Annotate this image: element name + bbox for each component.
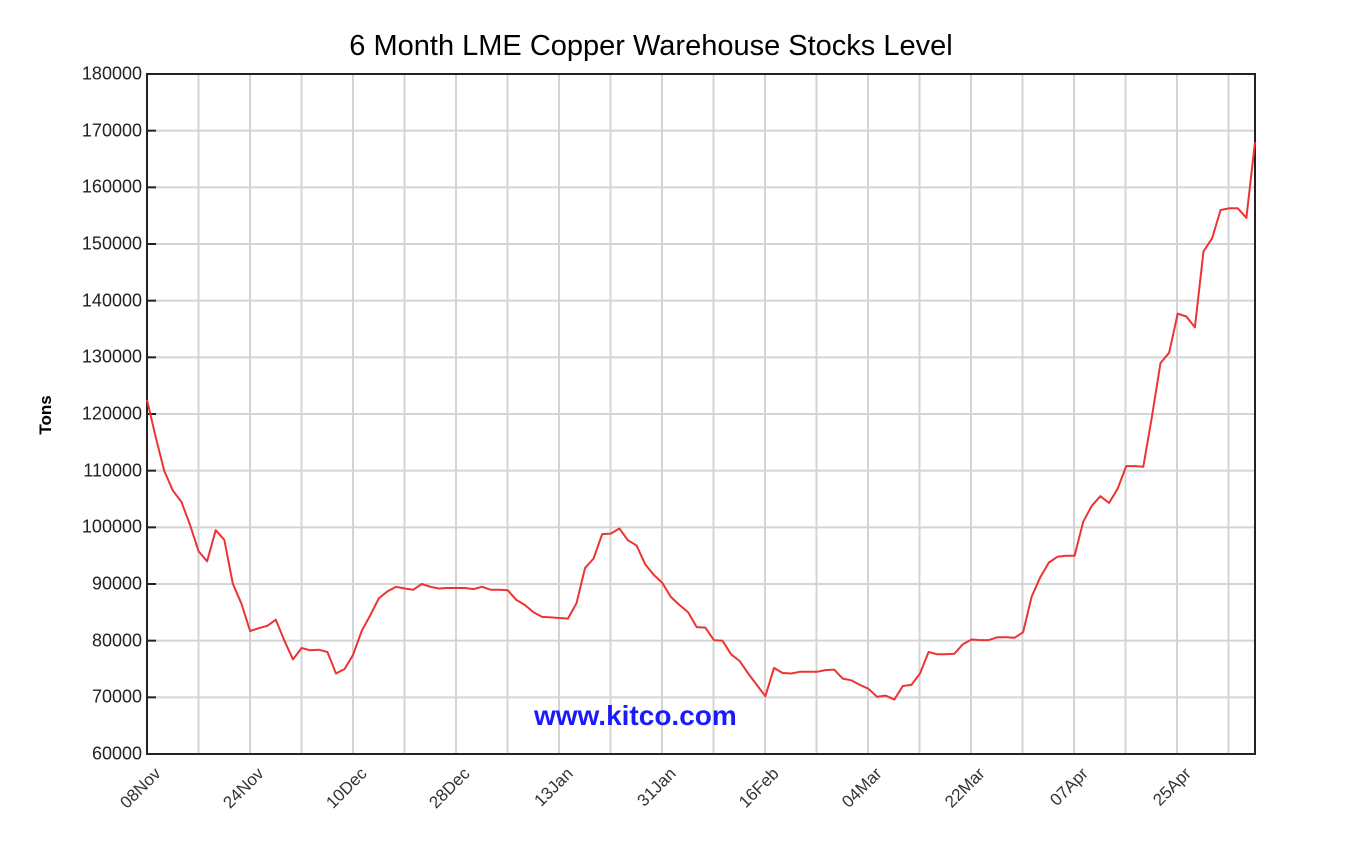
tick-marks: [147, 73, 156, 755]
y-tick-label: 110000: [83, 460, 142, 481]
y-tick-label: 170000: [81, 120, 142, 141]
watermark-link[interactable]: www.kitco.com: [534, 700, 737, 731]
y-tick-label: 120000: [81, 403, 142, 424]
y-tick-label: 70000: [91, 686, 142, 707]
y-tick-label: 130000: [81, 346, 142, 367]
stock-level-line: [146, 141, 1256, 701]
y-tick-label: 90000: [91, 573, 142, 594]
y-tick-label: 100000: [81, 516, 142, 537]
y-tick-label: 60000: [91, 743, 142, 764]
y-tick-label: 160000: [81, 176, 142, 197]
y-tick-label: 180000: [81, 63, 142, 84]
grid-lines: [147, 73, 1255, 755]
y-tick-label: 150000: [81, 233, 142, 254]
y-tick-label: 140000: [81, 290, 142, 311]
chart-title: 6 Month LME Copper Warehouse Stocks Leve…: [349, 30, 953, 62]
y-tick-label: 80000: [91, 630, 142, 651]
